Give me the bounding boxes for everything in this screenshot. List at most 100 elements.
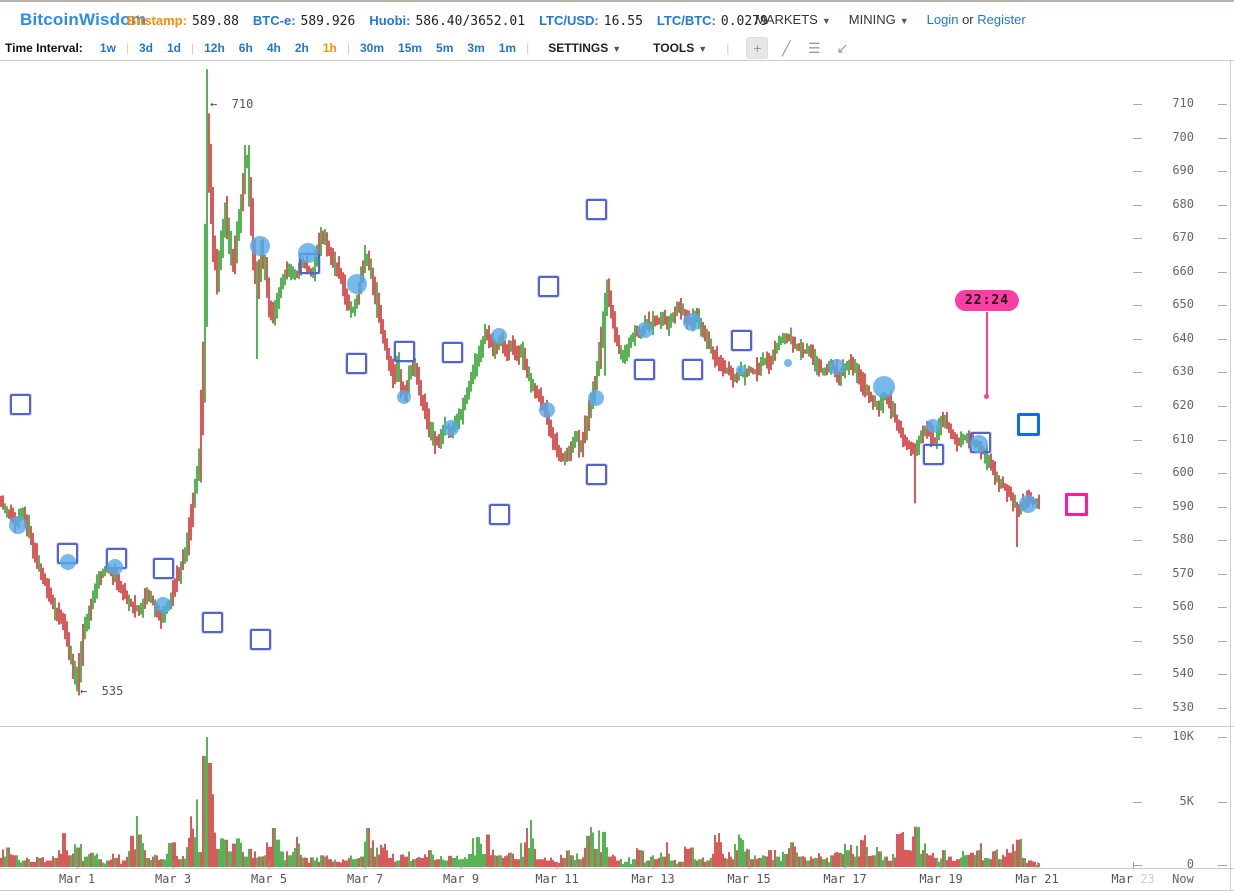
trade-marker-circle	[250, 236, 270, 256]
price-tick-label: 710	[1172, 96, 1194, 110]
volume-tick-dash-right	[1218, 802, 1227, 803]
x-axis-date-tick	[461, 862, 462, 868]
trade-marker-square	[10, 394, 31, 415]
trade-marker-circle	[491, 328, 507, 344]
trade-marker-square	[250, 629, 271, 650]
x-axis-date-label: Mar 3	[154, 872, 192, 886]
price-tick-dash-left	[1133, 305, 1142, 307]
price-tick-dash-left	[1133, 271, 1142, 273]
price-tick-dash-left	[1133, 607, 1142, 609]
price-tick-label: 700	[1172, 129, 1194, 144]
x-axis-date-label: Mar 1	[58, 872, 96, 886]
price-tick-dash-right	[1218, 674, 1227, 676]
volume-tick-dash-left	[1133, 865, 1142, 866]
price-tick-dash-right	[1218, 439, 1227, 441]
trade-marker-circle	[588, 390, 604, 406]
bottom-border-line	[0, 890, 1234, 891]
trade-marker-circle	[1019, 495, 1037, 513]
price-tick-dash-left	[1133, 406, 1142, 407]
price-tick-dash-left	[1133, 204, 1142, 206]
trade-marker-circle	[736, 365, 746, 375]
volume-tick-label: 0	[1186, 857, 1194, 871]
price-tick-dash-right	[1218, 406, 1227, 407]
price-tick-dash-right	[1218, 171, 1227, 173]
trade-marker-square	[634, 359, 655, 380]
price-tick-dash-left	[1133, 372, 1142, 374]
trade-marker-square	[586, 464, 607, 485]
x-axis-date-label: Mar 23	[1111, 872, 1155, 886]
price-tick-dash-right	[1218, 708, 1227, 709]
volume-tick-dash-right	[1218, 737, 1227, 738]
trade-marker-circle	[347, 274, 367, 294]
price-tick-dash-right	[1218, 506, 1227, 508]
volume-tick-dash-left	[1133, 802, 1142, 803]
trade-marker-circle	[637, 322, 653, 338]
trade-marker-circle	[443, 420, 459, 436]
x-axis-date-tick	[845, 862, 846, 868]
highlight-marker-square	[1017, 413, 1040, 436]
x-axis-date-label: Mar 11	[535, 872, 579, 886]
trade-marker-square	[346, 353, 367, 374]
price-tick-dash-left	[1133, 573, 1142, 575]
price-tick-label: 550	[1172, 632, 1194, 647]
price-tick-dash-right	[1218, 338, 1227, 340]
price-tick-label: 650	[1172, 297, 1194, 312]
price-tick-label: 660	[1172, 263, 1194, 278]
price-tick-dash-left	[1133, 708, 1142, 709]
price-tick-dash-left	[1133, 439, 1142, 441]
x-axis-date-label: Mar 5	[250, 872, 288, 886]
trade-marker-circle	[9, 516, 27, 534]
price-tick-dash-right	[1218, 540, 1227, 542]
price-tick-dash-right	[1218, 573, 1227, 575]
trade-marker-circle	[107, 559, 123, 575]
trade-marker-square	[538, 276, 559, 297]
right-axis-line	[1230, 61, 1231, 890]
x-axis-date-tick	[1037, 862, 1038, 868]
price-tick-dash-right	[1218, 104, 1227, 105]
price-tick-dash-left	[1133, 640, 1142, 642]
trade-marker-square	[923, 444, 944, 465]
price-tick-dash-right	[1218, 137, 1227, 139]
trade-marker-circle	[60, 554, 76, 570]
price-tick-dash-right	[1218, 238, 1227, 240]
price-tick-dash-right	[1218, 372, 1227, 374]
price-tick-label: 630	[1172, 364, 1194, 379]
price-tick-label: 620	[1172, 398, 1194, 412]
x-axis-date-tick	[173, 862, 174, 868]
price-tick-dash-right	[1218, 204, 1227, 206]
x-axis-date-tick	[365, 862, 366, 868]
x-axis-date-tick	[653, 862, 654, 868]
price-tick-label: 680	[1172, 196, 1194, 211]
x-axis-date-label: Mar 17	[823, 872, 867, 886]
countdown-badge: 22:24	[954, 290, 1020, 311]
low-price-annotation: ← 535	[80, 684, 124, 698]
price-tick-label: 670	[1172, 230, 1194, 245]
trade-marker-circle	[970, 435, 988, 453]
price-tick-label: 570	[1172, 565, 1194, 580]
trade-marker-square	[442, 342, 463, 363]
trade-marker-circle	[155, 597, 171, 613]
price-volume-divider	[0, 726, 1234, 727]
trade-marker-square	[586, 199, 607, 220]
x-axis-date-label: Mar 7	[346, 872, 384, 886]
countdown-pointer-dot	[984, 394, 989, 399]
price-tick-dash-left	[1133, 540, 1142, 542]
volume-tick-dash-right	[1218, 865, 1227, 866]
trade-marker-circle	[683, 313, 701, 331]
trade-marker-square	[394, 341, 415, 362]
price-tick-label: 640	[1172, 330, 1194, 345]
high-price-annotation: ← 710	[210, 97, 254, 111]
price-tick-label: 580	[1172, 532, 1194, 547]
trade-marker-square	[202, 612, 223, 633]
x-axis-date-tick	[941, 862, 942, 868]
price-tick-dash-left	[1133, 506, 1142, 508]
trade-marker-square	[731, 330, 752, 351]
price-tick-label: 560	[1172, 599, 1194, 614]
price-tick-dash-left	[1133, 171, 1142, 173]
price-tick-label: 600	[1172, 465, 1194, 480]
trade-marker-circle	[784, 359, 792, 367]
price-tick-dash-right	[1218, 305, 1227, 307]
trade-marker-circle	[829, 359, 845, 375]
volume-tick-label: 5K	[1179, 794, 1194, 808]
